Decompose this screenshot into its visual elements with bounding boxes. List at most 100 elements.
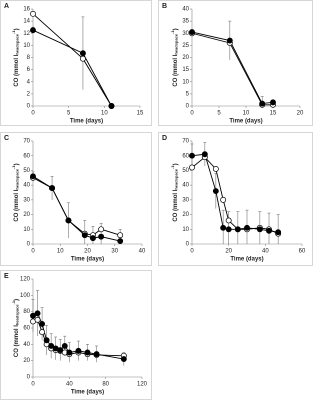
y-tick-label: 40 [23,342,30,348]
y-axis-title-part: ) [173,163,179,165]
y-tick-label: 12 [23,31,30,37]
x-tick-label: 0 [31,111,35,117]
x-tick-label: 20 [225,249,232,255]
y-axis-title-part: CO (mmol l [173,54,179,86]
y-tick-label: 30 [23,197,30,203]
y-tick-label: 70 [23,139,30,145]
data-point [201,151,208,158]
y-axis-title-part: ) [14,163,20,165]
panel-label: B [162,3,167,10]
y-tick-label: 10 [182,79,189,85]
data-point [189,164,195,171]
data-point [57,347,64,353]
data-point [39,329,46,336]
panel-frame [0,270,152,400]
x-tick-label: 5 [67,111,71,117]
series-line [191,31,274,105]
y-axis-title-part: -1 [11,300,16,304]
y-tick-label: 5 [186,91,190,97]
panel-frame [158,0,313,126]
data-point [89,235,96,242]
y-tick-label: 60 [23,153,30,159]
y-tick-label: 0 [27,104,31,110]
y-tick-label: 60 [182,153,189,159]
data-point [98,226,105,233]
y-tick-label: 50 [182,168,189,174]
figure: A 0 2 4 6 8 10 12 14 16 0 5 10 15 Time (days) CO (mmol … [0,0,313,400]
data-point [93,351,100,358]
x-axis-title: Time (days) [229,119,262,125]
y-axis-title-part: -1 [170,165,175,169]
y-tick-label: 16 [23,7,30,13]
y-axis-title: CO (mmol lheadspace-1) [170,28,179,86]
x-tick-label: 20 [297,111,304,117]
y-axis-title-part: headspace [15,168,20,189]
y-tick-label: 10 [23,43,30,49]
data-point [75,347,82,354]
x-tick-label: 5 [217,111,221,117]
data-point [30,312,36,319]
y-axis-title-part: -1 [11,30,16,34]
y-tick-label: 14 [23,19,30,25]
data-point [266,227,272,234]
x-tick-label: 10 [243,111,250,117]
data-point [61,343,68,349]
y-tick-label: 20 [182,212,189,218]
x-tick-label: 10 [57,249,64,255]
data-point [30,27,36,34]
data-point [225,217,232,224]
y-tick-label: 20 [23,212,30,218]
y-axis-title-part: headspace [174,33,179,54]
data-point [212,188,219,194]
y-tick-label: 30 [182,197,189,203]
series-line [191,153,279,233]
y-tick-label: 10 [182,227,189,233]
y-tick-label: 8 [27,55,31,61]
y-axis-title-part: CO (mmol l [14,325,20,357]
data-point [43,337,50,344]
panel-label: E [4,273,9,280]
y-axis-title-part: CO (mmol l [173,189,179,221]
y-axis-title: CO (mmol lheadspace-1) [170,163,179,221]
y-axis-title: CO (mmol lheadspace-1) [11,299,20,357]
data-point [84,349,91,356]
data-point [34,310,41,317]
series-line [191,32,273,106]
x-tick-label: 40 [262,249,269,255]
data-point [30,173,36,180]
x-tick-label: 0 [31,249,35,255]
y-axis-title-part: headspace [15,304,20,325]
x-tick-label: 0 [31,382,35,388]
y-tick-label: 60 [23,326,30,332]
y-axis-title: CO (mmol lheadspace-1) [11,163,20,221]
x-tick-label: 20 [84,249,91,255]
data-point [117,238,124,245]
y-axis-title-part: CO (mmol l [14,189,20,221]
data-point [220,196,227,203]
data-point [226,37,233,44]
x-tick-label: 0 [190,111,194,117]
data-point [189,29,195,35]
data-point [220,224,227,231]
data-point [66,349,73,356]
y-tick-label: 2 [27,91,31,97]
y-axis-title-part: CO (mmol l [14,54,20,86]
y-tick-label: 0 [186,242,190,248]
y-axis-title: CO (mmol lheadspace-1) [11,28,20,86]
y-tick-label: 6 [27,67,31,73]
data-point [30,10,36,17]
panel-frame [158,132,313,266]
x-axis-title: Time (days) [70,119,103,125]
y-tick-label: 40 [182,183,189,189]
panel-label: C [4,135,9,142]
data-point [270,99,276,106]
x-tick-label: 80 [102,382,109,388]
data-point [234,226,241,233]
y-tick-label: 100 [20,293,31,299]
y-tick-label: 25 [182,43,189,49]
data-point [244,224,250,231]
data-point [120,356,127,362]
x-axis-title: Time (days) [71,390,104,396]
y-tick-label: 0 [27,375,31,381]
y-tick-label: 20 [23,358,30,364]
